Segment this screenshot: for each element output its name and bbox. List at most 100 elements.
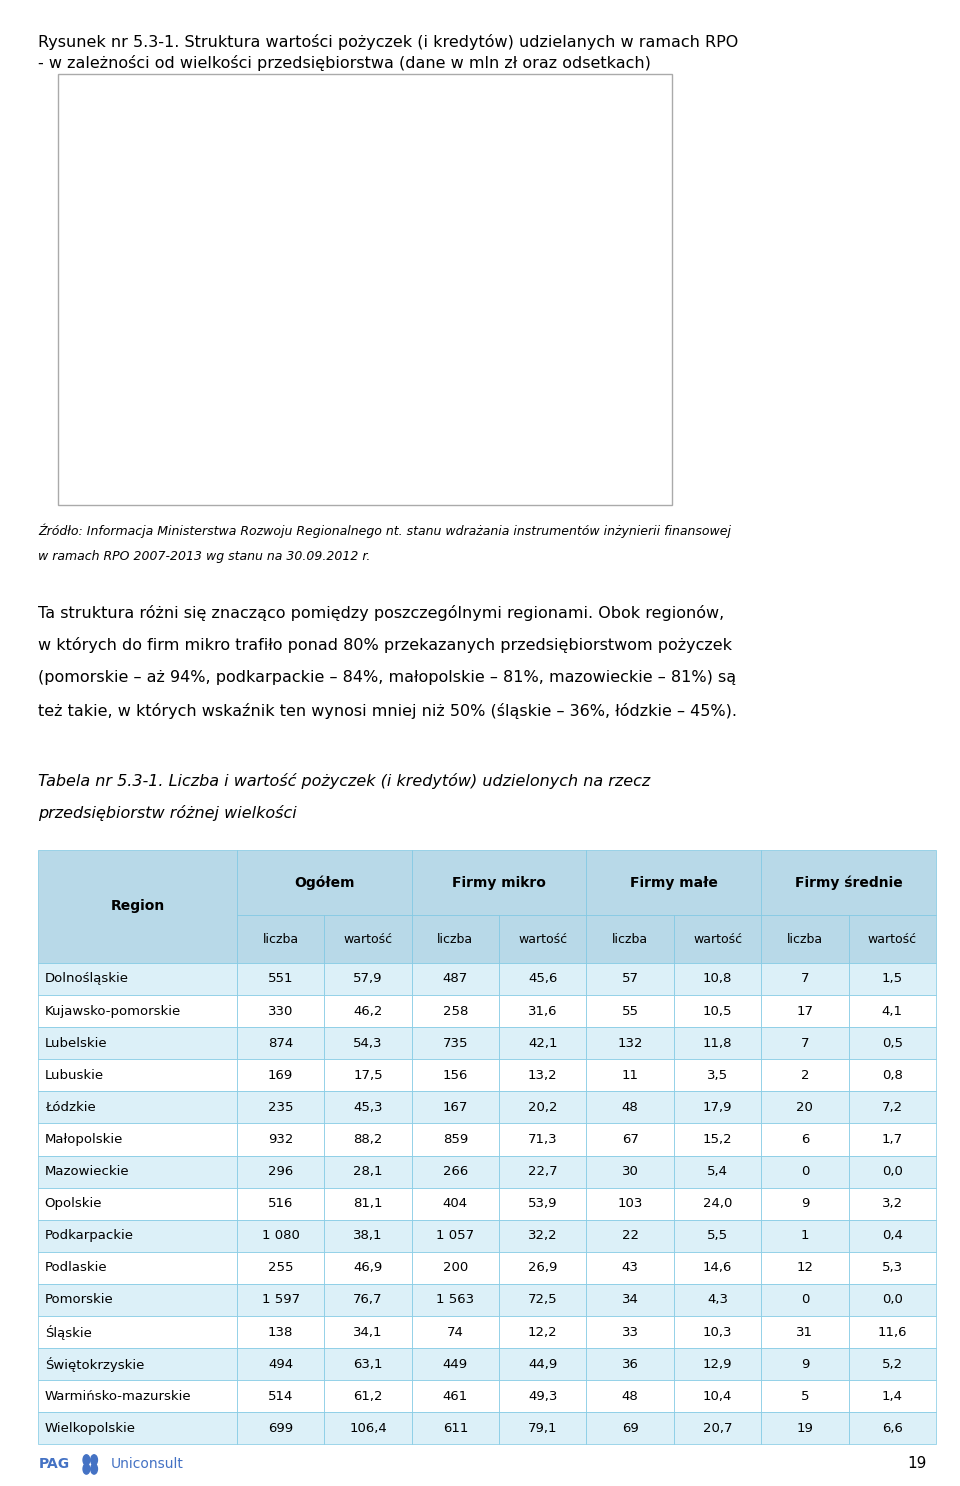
Text: 11,6: 11,6 [877, 1326, 907, 1339]
Bar [587, 1284, 674, 1317]
Text: 36: 36 [622, 1358, 638, 1370]
Bar [587, 915, 674, 963]
Bar [412, 963, 499, 996]
Text: 296: 296 [268, 1165, 294, 1178]
Text: 611: 611 [443, 1422, 468, 1435]
Text: 53,9: 53,9 [528, 1198, 558, 1210]
Bar [38, 1187, 237, 1220]
Text: 132: 132 [617, 1037, 643, 1049]
Bar [849, 1348, 936, 1380]
Bar [674, 1123, 761, 1156]
Text: 13,2: 13,2 [528, 1068, 558, 1082]
Bar [761, 1027, 849, 1060]
Text: 138: 138 [268, 1326, 294, 1339]
Bar [849, 1220, 936, 1251]
Text: 4,3: 4,3 [708, 1293, 728, 1306]
Text: 12,9: 12,9 [703, 1358, 732, 1370]
Bar [324, 915, 412, 963]
Bar [674, 996, 761, 1027]
Text: 72,5: 72,5 [528, 1293, 558, 1306]
Text: 1,5: 1,5 [881, 972, 902, 985]
Text: 3,5: 3,5 [707, 1068, 728, 1082]
Text: Mazowieckie: Mazowieckie [45, 1165, 130, 1178]
Bar [587, 1412, 674, 1444]
Text: 9: 9 [801, 1358, 809, 1370]
Text: liczba: liczba [263, 933, 299, 945]
Bar [761, 850, 936, 915]
Text: 43: 43 [622, 1262, 638, 1275]
Bar [849, 1060, 936, 1091]
Text: 54,3: 54,3 [353, 1037, 383, 1049]
Text: 735: 735 [443, 1037, 468, 1049]
Bar [237, 850, 412, 915]
Text: 5: 5 [801, 1389, 809, 1403]
Text: Wielkopolskie: Wielkopolskie [45, 1422, 135, 1435]
Bar [674, 1284, 761, 1317]
Bar [499, 1412, 587, 1444]
Text: 17: 17 [797, 1005, 813, 1018]
Bar [761, 996, 849, 1027]
Bar [324, 1156, 412, 1187]
Text: 0: 0 [801, 1293, 809, 1306]
Text: Lubelskie: Lubelskie [45, 1037, 108, 1049]
Text: 33: 33 [622, 1326, 638, 1339]
Bar [237, 1284, 324, 1317]
Text: 79,1: 79,1 [528, 1422, 558, 1435]
Bar [324, 963, 412, 996]
Text: 5,5: 5,5 [707, 1229, 728, 1242]
Text: 1,4: 1,4 [882, 1389, 902, 1403]
Bar [587, 963, 674, 996]
Text: 1: 1 [801, 1229, 809, 1242]
Text: Rysunek nr 5.3-1. Struktura wartości pożyczek (i kredytów) udzielanych w ramach : Rysunek nr 5.3-1. Struktura wartości poż… [38, 34, 738, 51]
Text: 10,4: 10,4 [703, 1389, 732, 1403]
Text: 31,6: 31,6 [528, 1005, 558, 1018]
Bar [237, 1317, 324, 1348]
Bar [674, 963, 761, 996]
Text: 81,1: 81,1 [353, 1198, 383, 1210]
Text: Firmy małe: Firmy małe [630, 875, 718, 890]
Text: 255: 255 [268, 1262, 294, 1275]
Bar [674, 1348, 761, 1380]
Bar [499, 1251, 587, 1284]
Text: Firmy mikro: Firmy mikro [452, 875, 546, 890]
Bar [38, 996, 237, 1027]
Bar [587, 850, 761, 915]
Bar [237, 1091, 324, 1123]
Bar [849, 963, 936, 996]
Text: 55: 55 [622, 1005, 638, 1018]
Bar [237, 1123, 324, 1156]
Bar [587, 1220, 674, 1251]
Bar [412, 1380, 499, 1412]
Text: 258: 258 [443, 1005, 468, 1018]
Bar [38, 850, 237, 963]
Text: 1 597: 1 597 [262, 1293, 300, 1306]
Bar [499, 1284, 587, 1317]
Text: 49,3: 49,3 [528, 1389, 558, 1403]
Bar [412, 1156, 499, 1187]
Bar [849, 996, 936, 1027]
Text: Region: Region [110, 899, 165, 914]
Text: 17,9: 17,9 [703, 1101, 732, 1114]
Bar [761, 1412, 849, 1444]
Text: 551: 551 [268, 972, 294, 985]
Text: wartość: wartość [868, 933, 917, 945]
Text: 21%: 21% [137, 273, 176, 288]
Text: 9: 9 [801, 1198, 809, 1210]
Text: 514: 514 [268, 1389, 294, 1403]
Bar [587, 1123, 674, 1156]
Bar [761, 1123, 849, 1156]
Bar [499, 996, 587, 1027]
Text: 859: 859 [443, 1132, 468, 1146]
Text: Dolnośląskie: Dolnośląskie [45, 972, 129, 985]
Bar [761, 1060, 849, 1091]
Bar [412, 1091, 499, 1123]
Text: 106,4: 106,4 [349, 1422, 387, 1435]
Bar [499, 1317, 587, 1348]
Text: 5,2: 5,2 [881, 1358, 902, 1370]
Bar [237, 1348, 324, 1380]
Text: wartość: wartość [693, 933, 742, 945]
Text: 676,6: 676,6 [292, 352, 333, 367]
Text: liczba: liczba [612, 933, 648, 945]
Text: 20,2: 20,2 [528, 1101, 558, 1114]
Bar [674, 1156, 761, 1187]
